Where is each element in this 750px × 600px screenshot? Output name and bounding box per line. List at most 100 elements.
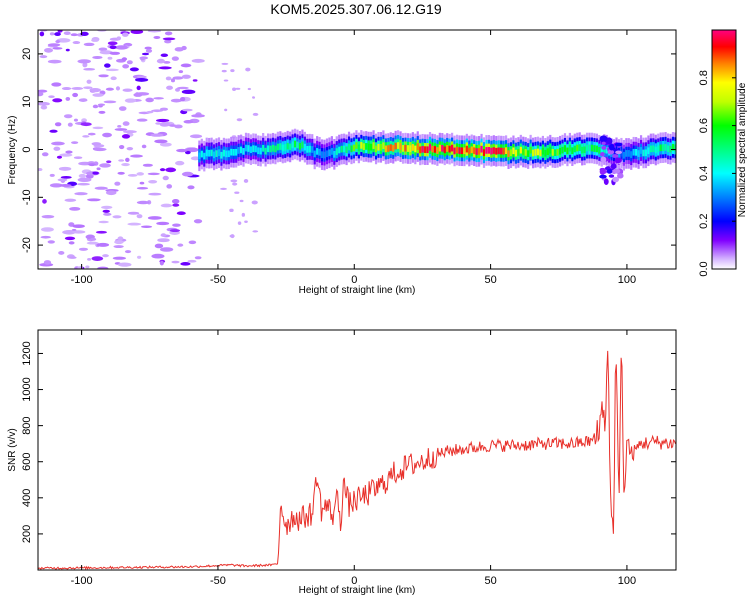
spectrogram-noise-cell [105,68,119,72]
spectrogram-noise-cell [113,245,124,248]
spectrogram-noise-cell [241,212,246,217]
spectrogram-noise-cell [245,67,251,72]
snr-y-tick-label: 200 [21,525,33,543]
snr-x-tick-label: 100 [618,575,636,587]
spectrogram-ridge-cell [225,150,228,158]
spectrogram-ridge-cell [406,145,410,152]
spectrogram-noise-cell [172,203,180,207]
spectrogram-noise-cell [165,76,172,81]
spectrogram-ridge-cell [379,143,383,151]
spectrogram-noise-cell [98,220,109,224]
spectrogram-noise-cell [92,93,104,97]
spectrogram-noise-cell [90,237,97,241]
spectrogram-noise-cell [136,186,149,190]
spectrogram-noise-cell [38,91,44,97]
spectrogram-ridge-cell [495,147,498,155]
spectrogram-noise-cell [115,45,128,50]
spectrogram-ridge-cell [320,151,324,159]
spectrogram-heat-layer [38,30,676,269]
spectrogram-ridge-cell [451,144,454,152]
spectrogram-noise-cell [127,222,142,226]
spectrogram-noise-cell [194,256,202,260]
spectrogram-noise-cell [117,171,125,175]
spectrogram-ridge-cell [585,144,589,152]
spectrogram-ridge-cell [654,146,657,154]
spectrogram-ridge-cell [318,148,321,156]
spectrogram-ridge-cell [614,142,623,147]
spectrogram-ridge-cell [365,143,368,150]
spectrogram-noise-cell [95,230,108,234]
spectrogram-noise-cell [98,74,109,78]
spectrogram-noise-cell [180,63,192,68]
spectrogram-noise-cell [136,172,145,176]
spectrogram-ridge-cell [399,143,402,151]
spectrogram-noise-cell [141,144,147,149]
spectrogram-ridge-cell [338,146,341,154]
spectrogram-noise-cell [109,51,121,55]
spectrogram-noise-cell [181,171,194,177]
spectrogram-noise-cell [92,171,99,175]
spectrogram-ridge-cell [438,144,441,152]
spectrogram-ridge-cell [448,145,451,153]
snr-frame [37,329,677,571]
spectrogram-noise-cell [83,86,93,90]
spectrogram-ridge-cell [244,144,248,152]
spectrogram-noise-cell [154,243,164,249]
spectrogram-ridge-cell [612,176,620,183]
spectrogram-ridge-cell [281,144,284,152]
spectrogram-noise-cell [77,177,92,182]
spectrogram-ridge-cell [340,145,343,153]
spectrogram-noise-cell [121,134,131,139]
spectrogram-ridge-cell [266,145,270,153]
spectrogram-noise-cell [232,182,238,186]
spectrogram-noise-cell [72,41,81,45]
spectrogram-noise-cell [86,79,92,84]
spectrogram-ridge-cell [377,143,380,151]
spectrogram-noise-cell [94,186,108,190]
spectrogram-noise-cell [164,31,173,36]
spectrogram-noise-cell [122,64,130,69]
spectrogram-noise-cell [106,160,112,164]
spectrogram-noise-cell [102,209,110,213]
spectrogram-noise-cell [71,230,86,234]
spectrogram-noise-cell [38,101,50,106]
spectrogram-ridge-cell [595,145,598,153]
spectrogram-noise-cell [39,31,45,37]
spectrogram-noise-cell [252,230,259,233]
spectrogram-ridge-cell [581,146,584,154]
spectrogram-noise-cell [78,247,89,251]
spectrogram-noise-cell [40,105,48,110]
spectrogram-y-tick-label: -20 [21,237,33,253]
spectrogram-noise-cell [191,58,205,63]
spectrogram-ridge-cell [664,144,667,151]
spectrogram-noise-cell [220,187,227,191]
spectrogram-ridge-cell [217,149,221,157]
spectrogram-noise-cell [136,200,150,205]
spectrogram-ridge-cell [276,143,279,151]
spectrogram-noise-cell [151,253,165,259]
spectrogram-ridge-cell [264,147,267,155]
spectrogram-ridge-cell [482,149,486,156]
spectrogram-ridge-cell [394,142,397,150]
colorbar-tick-label: 0.6 [698,118,710,133]
spectrogram-ridge-cell [205,149,208,157]
spectrogram-noise-cell [115,86,121,91]
spectrogram-noise-cell [135,77,149,82]
spectrogram-noise-cell [89,88,101,93]
spectrogram-noise-cell [49,129,58,133]
spectrogram-noise-cell [59,153,73,157]
spectrogram-noise-cell [86,241,99,245]
spectrogram-noise-cell [117,125,122,128]
spectrogram-noise-cell [65,96,71,101]
spectrogram-noise-cell [159,168,166,172]
spectrogram-ridge-cell [289,143,292,151]
spectrogram-ridge-cell [362,143,365,151]
spectrogram-noise-cell [243,179,249,183]
spectrogram-noise-cell [109,45,117,50]
spectrogram-ridge-cell [480,145,483,153]
spectrogram-noise-cell [71,87,84,90]
spectrogram-ridge-cell [583,146,586,154]
spectrogram-noise-cell [102,132,112,138]
spectrogram-noise-cell [114,240,124,245]
spectrogram-noise-cell [70,33,78,37]
